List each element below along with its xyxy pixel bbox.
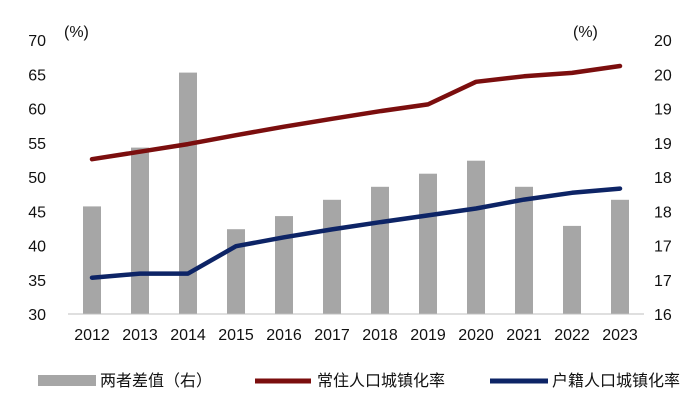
bar-2013 (131, 147, 149, 314)
right-axis: 16 17 17 18 18 19 19 20 20 (654, 33, 672, 324)
right-tick-label: 17 (654, 273, 672, 290)
bar-2021 (515, 186, 533, 314)
left-axis-unit: (%) (64, 24, 89, 41)
right-tick-label: 20 (654, 33, 672, 50)
left-tick-label: 60 (28, 102, 46, 119)
right-tick-label: 18 (654, 170, 672, 187)
left-tick-label: 30 (28, 307, 46, 324)
right-tick-label: 16 (654, 307, 672, 324)
left-tick-label: 35 (28, 273, 46, 290)
bar-series (83, 72, 629, 314)
right-tick-label: 17 (654, 239, 672, 256)
x-tick-label: 2015 (218, 327, 254, 344)
x-tick-label: 2017 (314, 327, 350, 344)
bar-2023 (611, 199, 629, 314)
line-hukou-urbanization (89, 186, 623, 280)
x-axis: 2012 2013 2014 2015 2016 2017 2018 2019 2020 2021… (74, 327, 638, 344)
left-axis: 30 35 40 45 50 55 60 65 70 (28, 33, 46, 324)
x-tick-label: 2016 (266, 327, 302, 344)
legend-label-gap: 两者差值（右） (100, 371, 212, 390)
bar-2020 (467, 160, 485, 314)
bar-2016 (275, 216, 293, 314)
x-tick-label: 2014 (170, 327, 206, 344)
right-tick-label: 18 (654, 204, 672, 221)
right-tick-label: 19 (654, 102, 672, 119)
x-tick-label: 2020 (458, 327, 494, 344)
bar-2019 (419, 173, 437, 314)
x-tick-label: 2012 (74, 327, 110, 344)
bar-2014 (179, 72, 197, 314)
bar-2018 (371, 186, 389, 314)
legend-swatch-gap (38, 375, 96, 386)
legend: 两者差值（右） 常住人口城镇化率 户籍人口城镇化率 (38, 371, 680, 390)
bar-2017 (323, 199, 341, 314)
line-series (89, 63, 623, 280)
line-resident-urbanization (89, 63, 623, 162)
right-tick-label: 20 (654, 67, 672, 84)
left-tick-label: 50 (28, 170, 46, 187)
bar-2015 (227, 229, 245, 314)
x-tick-label: 2019 (410, 327, 446, 344)
bar-2012 (83, 206, 101, 314)
left-tick-label: 65 (28, 67, 46, 84)
right-tick-label: 19 (654, 136, 672, 153)
x-tick-label: 2021 (506, 327, 542, 344)
left-tick-label: 45 (28, 204, 46, 221)
x-tick-label: 2022 (554, 327, 590, 344)
x-tick-label: 2023 (602, 327, 638, 344)
x-tick-label: 2013 (122, 327, 158, 344)
left-tick-label: 70 (28, 33, 46, 50)
legend-label-hukou: 户籍人口城镇化率 (552, 371, 680, 390)
right-axis-unit: (%) (573, 24, 598, 41)
bar-2022 (563, 225, 581, 314)
legend-label-resident: 常住人口城镇化率 (317, 371, 445, 390)
x-tick-label: 2018 (362, 327, 398, 344)
left-tick-label: 55 (28, 136, 46, 153)
left-tick-label: 40 (28, 239, 46, 256)
